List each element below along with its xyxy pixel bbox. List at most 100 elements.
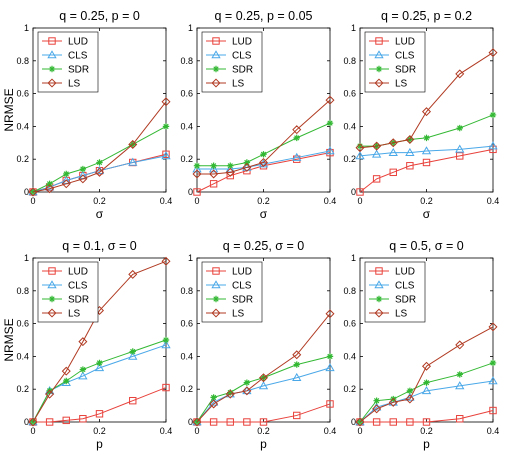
data-point-sdr xyxy=(227,162,234,169)
series-line-ls xyxy=(32,260,167,423)
y-tick-label: 1 xyxy=(351,23,356,33)
data-point-ls xyxy=(455,340,465,350)
data-point-sdr xyxy=(356,142,364,150)
data-point-cls xyxy=(388,147,398,156)
x-axis-label: σ xyxy=(96,207,104,221)
x-tick-label: 0.4 xyxy=(324,426,337,436)
data-point-cls xyxy=(421,386,432,395)
chart-title: q = 0.25, p = 0.05 xyxy=(215,9,313,23)
data-point-ls xyxy=(78,174,88,184)
legend-box xyxy=(201,31,263,93)
x-axis-label: p xyxy=(260,437,267,451)
x-tick-label: 0 xyxy=(194,426,199,436)
legend-label: SDR xyxy=(232,65,253,76)
x-tick-label: 0.4 xyxy=(487,196,500,206)
x-tick-label: 0.4 xyxy=(324,196,337,206)
series-line-ls xyxy=(32,101,167,193)
data-point-sdr xyxy=(326,353,334,360)
data-point-ls xyxy=(488,322,498,332)
chart-panel: q = 0.1, σ = 0 0 0.2 0.4 0.6 0.8 1 0 0.2 0.4 p NRMS… xyxy=(2,239,172,451)
data-point-ls xyxy=(258,157,269,167)
x-axis-label: σ xyxy=(423,207,431,221)
legend-label: SDR xyxy=(395,65,416,76)
data-point-ls xyxy=(388,138,398,148)
data-point-cls xyxy=(488,141,498,150)
legend-label: LUD xyxy=(68,37,88,48)
y-tick-label: 0 xyxy=(24,187,29,197)
data-point-lud xyxy=(389,168,397,177)
data-point-sdr xyxy=(423,134,430,142)
data-point-ls xyxy=(421,107,432,117)
data-point-ls xyxy=(209,399,219,409)
legend-label: CLS xyxy=(68,281,88,292)
chart-title: q = 0.5, σ = 0 xyxy=(389,239,463,253)
data-point-cls xyxy=(325,146,335,155)
data-point-lud xyxy=(356,188,364,196)
data-point-ls xyxy=(45,389,55,399)
data-point-lud xyxy=(243,418,251,426)
data-point-sdr xyxy=(193,162,201,169)
data-point-lud xyxy=(193,188,201,196)
data-point-ls xyxy=(355,417,365,427)
data-point-sdr xyxy=(210,394,217,401)
data-point-sdr xyxy=(293,134,300,142)
legend-label: LS xyxy=(232,309,245,320)
legend-label: LUD xyxy=(68,267,88,278)
y-tick-label: 0.2 xyxy=(180,384,193,394)
data-point-ls xyxy=(455,69,465,79)
legend-marker xyxy=(48,65,56,73)
legend-box xyxy=(201,261,263,323)
series-line-lud xyxy=(33,387,167,423)
data-point-lud xyxy=(45,418,54,426)
data-point-sdr xyxy=(79,366,87,373)
legend-marker xyxy=(374,50,384,59)
legend-marker xyxy=(47,280,57,289)
chart-title: q = 0.1, σ = 0 xyxy=(62,239,136,253)
chart-title: q = 0.25, p = 0 xyxy=(59,9,140,23)
y-tick-label: 0 xyxy=(188,417,193,427)
data-point-ls xyxy=(292,350,302,360)
data-point-cls xyxy=(161,151,171,160)
data-point-sdr xyxy=(96,359,103,367)
data-point-lud xyxy=(372,418,381,426)
legend-marker xyxy=(375,267,383,275)
legend-label: CLS xyxy=(232,281,252,292)
y-tick-label: 0.2 xyxy=(343,384,356,394)
x-tick-label: 0.4 xyxy=(160,196,173,206)
legend-marker xyxy=(374,280,384,289)
data-point-lud xyxy=(456,152,464,160)
data-point-sdr xyxy=(406,387,414,395)
data-point-cls xyxy=(78,371,88,380)
legend-marker xyxy=(375,65,383,73)
y-tick-label: 0.4 xyxy=(180,351,193,361)
data-point-lud xyxy=(209,418,218,426)
legend-marker xyxy=(374,308,384,318)
legend-marker xyxy=(48,37,56,45)
legend-label: LUD xyxy=(395,267,415,278)
data-point-lud xyxy=(259,418,268,426)
data-point-cls xyxy=(128,351,138,360)
y-tick-label: 0.8 xyxy=(180,56,193,66)
x-tick-label: 0 xyxy=(357,196,362,206)
data-point-sdr xyxy=(63,170,70,178)
x-tick-label: 0.4 xyxy=(160,426,173,436)
data-point-ls xyxy=(161,97,171,107)
data-point-sdr xyxy=(210,162,217,169)
legend-label: LUD xyxy=(232,267,252,278)
legend-marker xyxy=(211,50,221,59)
y-tick-label: 0.4 xyxy=(180,121,193,131)
data-point-cls xyxy=(292,372,302,382)
legend-box xyxy=(364,31,426,93)
legend-marker xyxy=(211,78,221,88)
legend-box xyxy=(37,31,99,93)
y-tick-label: 1 xyxy=(24,23,29,33)
legend-label: LUD xyxy=(395,37,415,48)
data-point-cls xyxy=(94,363,105,372)
data-point-cls xyxy=(455,144,465,153)
legend-label: LS xyxy=(232,79,245,90)
y-tick-label: 0.8 xyxy=(16,56,29,66)
data-point-sdr xyxy=(456,371,463,378)
legend-label: CLS xyxy=(395,281,415,292)
x-tick-label: 0 xyxy=(194,196,199,206)
